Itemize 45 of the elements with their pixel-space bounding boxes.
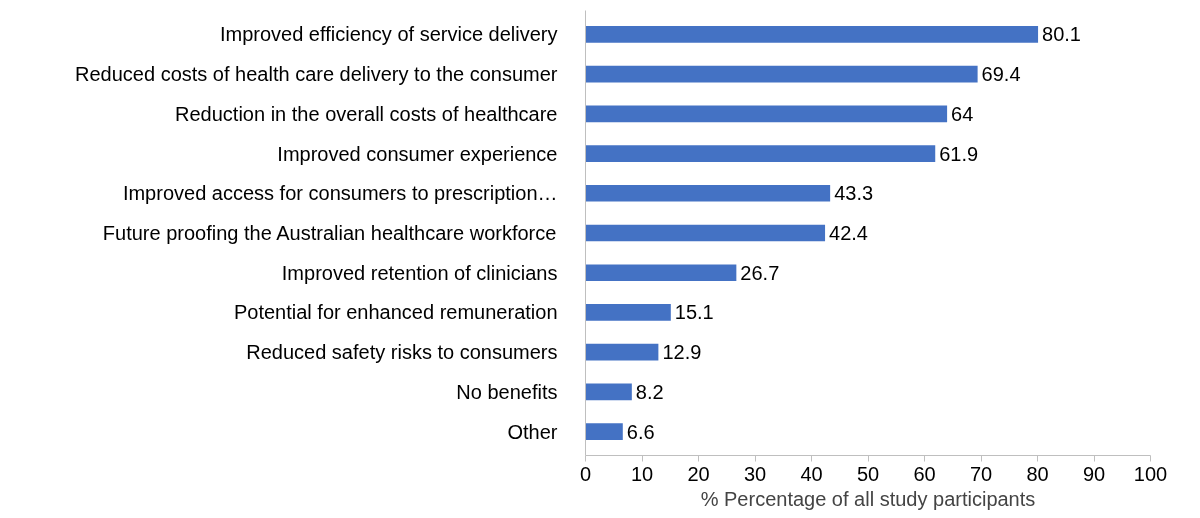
bar [585, 145, 936, 162]
data-label: 64 [951, 102, 974, 125]
y-tick-label: Improved efficiency of service delivery [219, 23, 558, 46]
x-tick-label: 90 [1082, 462, 1106, 485]
bar [585, 343, 659, 361]
bar [585, 224, 826, 242]
bar [585, 184, 831, 202]
x-tick-label: 20 [687, 462, 710, 485]
x-tick-label: 100 [1133, 462, 1168, 485]
bar [585, 383, 632, 401]
data-label: 42.4 [829, 222, 868, 244]
x-axis-title: % Percentage of all study participants [700, 487, 1036, 510]
y-tick-label: Improved consumer experience [277, 142, 558, 165]
bar [585, 65, 978, 83]
bar [585, 304, 671, 321]
y-tick-label: Reduced costs of health care delivery to the consumer [75, 63, 558, 86]
y-tick-label: Improved retention of clinicians [281, 261, 558, 284]
x-tick-label: 60 [913, 462, 936, 485]
data-label: 15.1 [674, 301, 714, 324]
data-label: 12.9 [662, 341, 702, 364]
data-label: 26.7 [740, 261, 780, 284]
x-tick-label: 0 [579, 462, 592, 485]
x-tick-label: 80 [1026, 462, 1049, 485]
data-label: 61.9 [939, 142, 979, 165]
y-tick-label: Future proofing the Australian healthcare workforce [102, 222, 557, 244]
data-label: 8.2 [635, 380, 664, 403]
x-tick-label: 30 [743, 462, 767, 485]
y-tick-label: Reduction in the overall costs of healthcare [175, 102, 558, 125]
bar [585, 423, 623, 440]
bar [585, 105, 948, 123]
data-label: 69.4 [981, 63, 1021, 86]
y-tick-label: Potential for enhanced remuneration [233, 301, 558, 324]
y-tick-label: Improved access for consumers to prescription… [122, 182, 558, 205]
data-label: 80.1 [1042, 23, 1081, 46]
x-tick-label: 40 [800, 462, 823, 485]
x-tick-label: 50 [856, 462, 880, 485]
y-tick-label: No benefits [456, 380, 558, 403]
y-tick-label: Reduced safety risks to consumers [246, 341, 558, 364]
x-tick-label: 10 [630, 462, 654, 485]
bar [585, 26, 1039, 43]
x-tick-label: 70 [969, 462, 993, 485]
y-tick-label: Other [507, 420, 558, 443]
data-label: 6.6 [626, 420, 655, 443]
data-label: 43.3 [834, 182, 874, 205]
bar [585, 264, 737, 282]
